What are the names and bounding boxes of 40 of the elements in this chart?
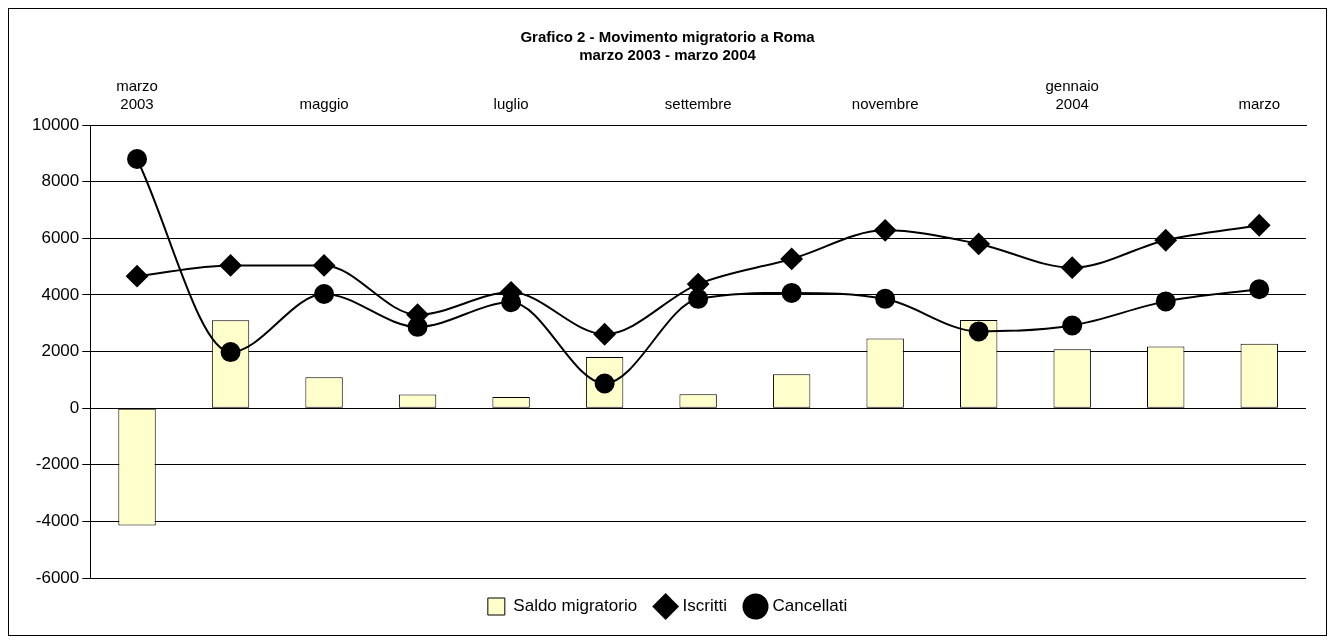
point (313, 254, 336, 277)
point (780, 247, 803, 270)
y-tick-label: 6000 (41, 227, 80, 247)
point (781, 282, 802, 303)
x-tick-label: luglio (493, 95, 529, 113)
point (1154, 229, 1177, 252)
x-tick-label: settembre (664, 95, 732, 113)
y-tick-label: -2000 (35, 454, 80, 474)
y-tick-label: -4000 (35, 511, 80, 531)
point (220, 342, 241, 363)
x-tick-label: marzo (1238, 95, 1281, 113)
x-tick-label: gennaio 2004 (1045, 77, 1099, 113)
y-tick-label: 8000 (41, 171, 80, 191)
chart-subtitle: marzo 2003 - marzo 2004 (579, 46, 757, 64)
point (219, 254, 242, 277)
point (127, 148, 148, 169)
point (967, 232, 990, 255)
point (1062, 315, 1083, 336)
y-tick-label: 2000 (41, 341, 80, 361)
y-tick-label: 10000 (31, 114, 80, 134)
legend-label: Saldo migratorio (513, 596, 638, 616)
point (874, 219, 897, 242)
legend-label: Iscritti (682, 596, 728, 616)
point (1249, 279, 1270, 300)
x-tick-label: maggio (299, 95, 349, 113)
point (875, 288, 896, 309)
point (1061, 256, 1084, 279)
y-tick-label: -6000 (35, 567, 80, 587)
y-tick-label: 0 (69, 397, 80, 417)
point (968, 321, 989, 342)
x-tick-label: novembre (851, 95, 919, 113)
y-tick-label: 4000 (41, 284, 80, 304)
point (314, 284, 335, 305)
point (126, 265, 149, 288)
point (1155, 291, 1176, 312)
x-tick-label: marzo 2003 (116, 77, 158, 113)
chart-title: Grafico 2 - Movimento migratorio a Roma (520, 28, 816, 46)
legend-label: Cancellati (772, 596, 848, 616)
point (1248, 214, 1271, 237)
point (593, 323, 616, 346)
